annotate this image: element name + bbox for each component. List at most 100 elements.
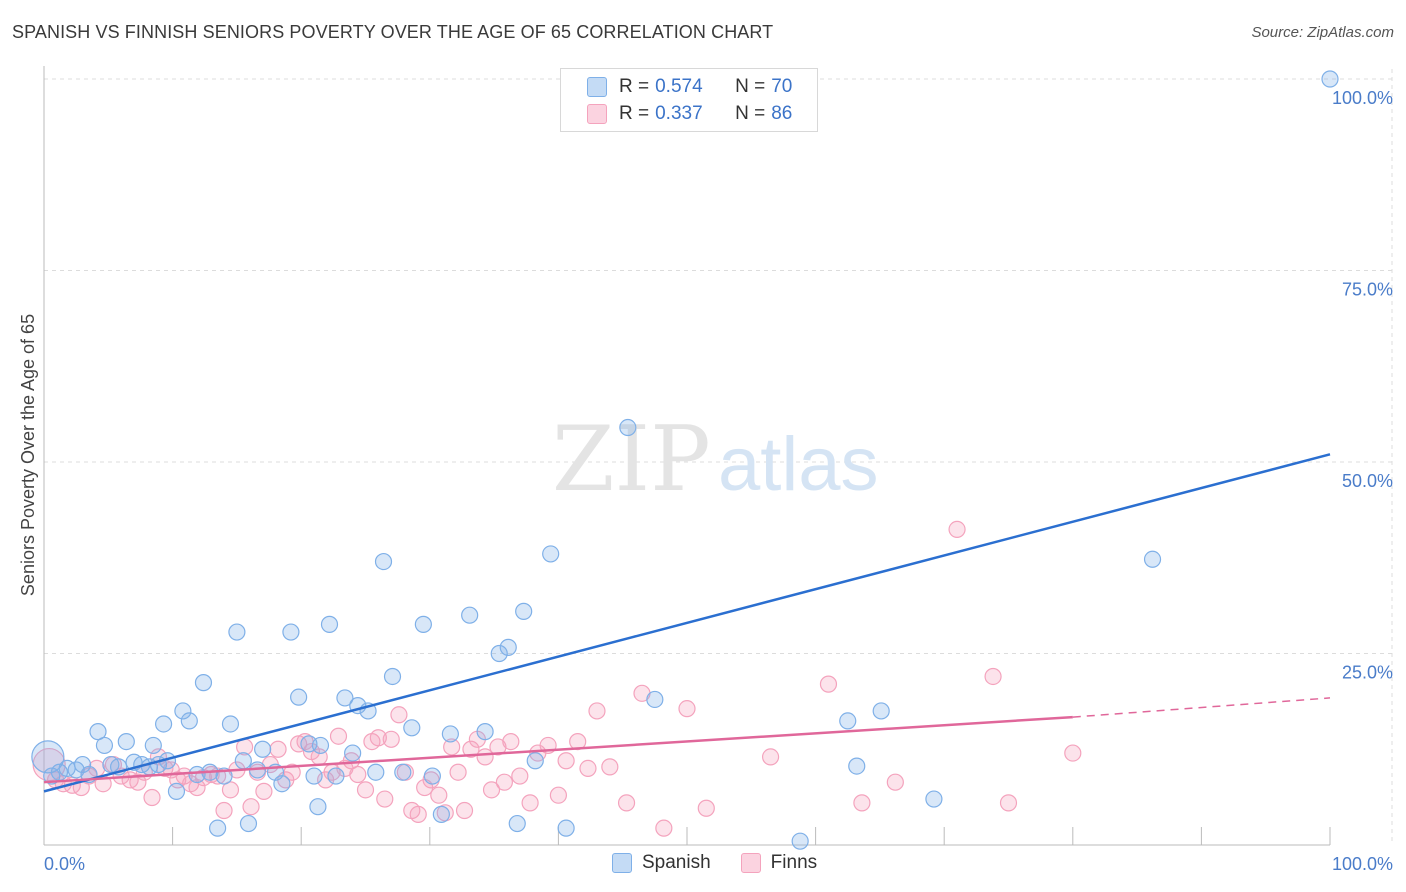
y-tick-label: 75.0% (1342, 280, 1393, 300)
point-spanish (646, 690, 664, 709)
point-spanish (791, 832, 809, 850)
point-finns (390, 706, 408, 724)
point-finns (502, 732, 520, 751)
trend-line-spanish (43, 453, 1331, 793)
point-spanish (423, 767, 441, 785)
point-finns (129, 773, 147, 791)
series-legend-spanish[interactable]: Spanish (612, 852, 711, 874)
y-tick-label: 25.0% (1342, 663, 1393, 683)
point-spanish (515, 602, 533, 620)
point-finns (521, 794, 539, 812)
point-spanish (499, 638, 517, 656)
point-finns (617, 794, 636, 812)
point-spanish (476, 723, 494, 741)
legend-swatch-finns (740, 853, 761, 873)
point-spanish (194, 674, 213, 692)
point-spanish (273, 775, 291, 793)
y-tick-label: 50.0% (1342, 471, 1393, 491)
point-finns (601, 758, 619, 776)
point-spanish (254, 740, 272, 758)
point-finns (511, 767, 529, 785)
point-finns (886, 773, 904, 791)
point-spanish (526, 752, 544, 770)
legend-n-label: N = (735, 76, 766, 97)
chart-source: Source: ZipAtlas.com (1251, 24, 1394, 41)
point-finns (269, 740, 287, 758)
point-spanish (925, 790, 943, 808)
point-spanish (432, 805, 450, 823)
point-spanish (508, 814, 526, 833)
legend-n-label: N = (735, 103, 766, 124)
point-finns (382, 730, 400, 748)
point-finns (215, 801, 233, 820)
point-finns (443, 738, 461, 756)
point-finns (369, 729, 387, 747)
point-finns (853, 794, 871, 812)
series-spanish-points (31, 70, 1339, 850)
point-spanish (290, 688, 308, 706)
point-spanish (209, 819, 227, 837)
y-axis-label: Seniors Poverty Over the Age of 65 (18, 314, 38, 596)
point-spanish (234, 752, 252, 770)
point-finns (579, 759, 597, 778)
point-spanish (367, 763, 385, 781)
point-finns (455, 801, 474, 820)
point-finns (697, 799, 715, 817)
legend-r-label: R = (619, 103, 650, 124)
legend-n-value: 86 (771, 103, 793, 124)
y-tick-label: 100.0% (1332, 88, 1393, 108)
point-finns (482, 781, 501, 799)
legend-swatch-spanish (587, 77, 607, 97)
series-legend-label: Finns (770, 852, 818, 873)
series-legend-finns[interactable]: Finns (740, 852, 818, 874)
point-spanish (154, 715, 173, 733)
point-spanish (872, 702, 890, 720)
point-finns (255, 782, 273, 800)
point-spanish (344, 744, 362, 762)
legend-swatch-spanish (612, 853, 632, 873)
point-spanish (848, 757, 866, 775)
point-spanish (73, 755, 92, 774)
point-spanish (174, 702, 192, 720)
point-finns (761, 748, 780, 766)
point-finns (242, 798, 260, 816)
point-spanish (180, 712, 198, 730)
point-finns (948, 520, 966, 539)
point-spanish (305, 767, 323, 785)
point-finns (349, 765, 367, 784)
point-finns (462, 740, 480, 758)
watermark: ZIP atlas (552, 407, 879, 512)
point-finns (819, 675, 838, 693)
point-spanish (461, 606, 479, 624)
point-finns (588, 702, 606, 720)
point-finns (143, 788, 161, 807)
point-finns (678, 700, 696, 718)
series-finns-points (32, 520, 1082, 837)
watermark-zip: ZIP (552, 407, 711, 512)
trend-lines (43, 453, 1331, 793)
correlation-legend: R = 0.574 N = 70 R = 0.337 N = 86 (560, 68, 818, 132)
point-spanish (441, 725, 459, 743)
point-spanish (327, 767, 345, 785)
point-spanish (239, 814, 258, 833)
legend-row-finns: R = 0.337 N = 86 (587, 101, 792, 127)
point-finns (329, 727, 348, 745)
trend-line-extension-finns (1072, 697, 1331, 718)
x-tick-label: 100.0% (1332, 854, 1393, 874)
point-finns (495, 773, 513, 791)
point-spanish (43, 767, 61, 785)
point-finns (999, 794, 1018, 812)
point-finns (655, 819, 673, 837)
point-finns (409, 805, 427, 823)
point-finns (984, 667, 1002, 686)
point-finns (549, 786, 568, 804)
tick-labels: 100.0% 75.0% 50.0% 25.0% 0.0% 100.0% (44, 88, 1393, 874)
point-spanish (490, 644, 508, 663)
legend-row-spanish: R = 0.574 N = 70 (587, 74, 792, 100)
point-finns (283, 763, 301, 781)
point-spanish (557, 819, 575, 837)
point-finns (188, 778, 206, 797)
point-spanish (228, 623, 246, 641)
point-finns (557, 752, 575, 770)
